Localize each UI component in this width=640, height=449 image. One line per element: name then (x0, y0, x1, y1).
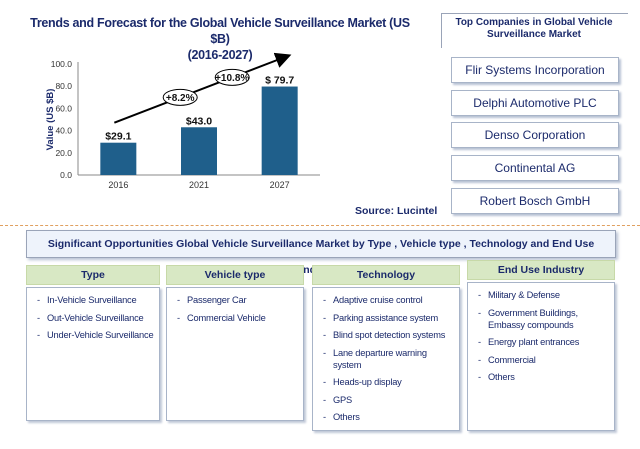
list-item: In-Vehicle Surveillance (37, 294, 155, 306)
y-tick-label: 60.0 (55, 103, 72, 113)
company-box: Denso Corporation (451, 122, 619, 148)
data-label: $ 79.7 (265, 75, 294, 87)
end-use-industry-list: Military & Defense Government Buildings,… (468, 283, 614, 383)
annotation-label: +10.8% (215, 73, 249, 84)
x-tick-label: 2027 (270, 180, 290, 190)
source-note: Source: Lucintel (355, 205, 438, 217)
y-tick-label: 0.0 (60, 170, 72, 180)
annotation-ellipse (162, 88, 198, 106)
bar-chart: 0.0 20.0 40.0 60.0 80.0 100.0 Value (US $B) $29… (45, 52, 320, 190)
list-item: Adaptive cruise control (323, 294, 455, 306)
annotation-label: +8.2% (166, 93, 195, 104)
list-item: Blind spot detection systems (323, 329, 455, 341)
company-box: Robert Bosch GmbH (451, 188, 619, 214)
column-header-technology: Technology (312, 265, 460, 285)
column-header-type: Type (26, 265, 160, 285)
chart-title-line1: Trends and Forecast for the Global Vehic… (30, 16, 410, 46)
y-tick-label: 100.0 (51, 59, 73, 69)
data-label: $29.1 (105, 131, 131, 143)
technology-list: Adaptive cruise control Parking assistan… (313, 288, 459, 423)
column-box-vehicle-type: Passenger Car Commercial Vehicle (166, 287, 304, 421)
list-item: Others (478, 371, 610, 383)
list-item: Government Buildings, Embassy compounds (478, 307, 610, 331)
bar-2027 (261, 86, 298, 175)
company-box: Flir Systems Incorporation (451, 57, 619, 83)
vehicle-type-list: Passenger Car Commercial Vehicle (167, 288, 303, 324)
annotation-ellipse (214, 68, 250, 86)
x-tick-label: 2016 (108, 180, 128, 190)
list-item: Parking assistance system (323, 312, 455, 324)
list-item: Heads-up display (323, 376, 455, 388)
company-box: Delphi Automotive PLC (451, 90, 619, 116)
type-list: In-Vehicle Surveillance Out-Vehicle Surv… (27, 288, 159, 341)
list-item: Commercial (478, 354, 610, 366)
column-box-technology: Adaptive cruise control Parking assistan… (312, 287, 460, 431)
chart-title: Trends and Forecast for the Global Vehic… (20, 15, 420, 63)
list-item: Energy plant entrances (478, 336, 610, 348)
y-tick-label: 40.0 (55, 126, 72, 136)
y-tick-label: 80.0 (55, 81, 72, 91)
bar-2016 (100, 142, 137, 175)
companies-panel-frame (441, 13, 628, 48)
list-item: Under-Vehicle Surveillance (37, 329, 155, 341)
company-box: Continental AG (451, 155, 619, 181)
column-box-type: In-Vehicle Surveillance Out-Vehicle Surv… (26, 287, 160, 421)
chart-title-line2: (2016-2027) (187, 48, 253, 62)
list-item: Military & Defense (478, 289, 610, 301)
list-item: Commercial Vehicle (177, 312, 299, 324)
x-tick-label: 2021 (189, 180, 209, 190)
list-item: Out-Vehicle Surveillance (37, 312, 155, 324)
companies-title: Top Companies in Global Vehicle Surveill… (455, 17, 613, 40)
section-divider (0, 225, 640, 226)
y-axis-label: Value (US $B) (45, 89, 56, 151)
data-label: $43.0 (186, 115, 212, 127)
list-item: GPS (323, 394, 455, 406)
y-tick-label: 20.0 (55, 148, 72, 158)
list-item: Lane departure warning system (323, 347, 455, 371)
opportunities-header: Significant Opportunities Global Vehicle… (26, 230, 616, 276)
trend-arrow (113, 52, 292, 124)
bar-2021 (181, 127, 217, 175)
list-item: Passenger Car (177, 294, 299, 306)
list-item: Others (323, 411, 455, 423)
column-header-vehicle-type: Vehicle type (166, 265, 304, 285)
column-header-end-use-industry: End Use Industry (467, 260, 615, 280)
column-box-end-use-industry: Military & Defense Government Buildings,… (467, 282, 615, 431)
